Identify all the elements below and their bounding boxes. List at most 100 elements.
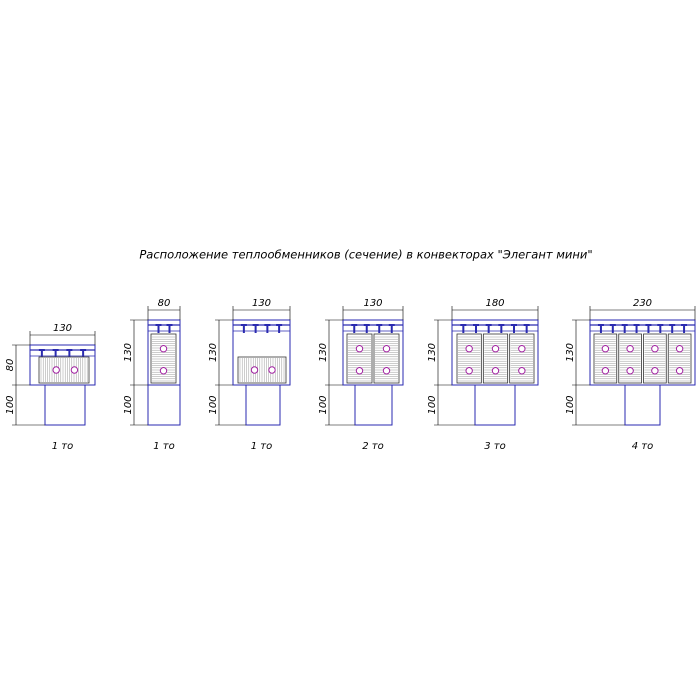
base-label: 100 <box>565 395 576 414</box>
height-label: 130 <box>208 343 219 362</box>
width-label: 80 <box>158 298 171 309</box>
base-label: 100 <box>318 395 329 414</box>
height-label: 130 <box>427 343 438 362</box>
grille-bar <box>376 324 383 333</box>
lower-box <box>44 384 86 426</box>
grille-bar <box>363 324 370 333</box>
pipe <box>651 345 659 353</box>
grille-bar <box>460 324 467 333</box>
caption: 1 то <box>153 441 174 452</box>
pipe <box>518 367 526 375</box>
pipe <box>355 367 364 375</box>
pipe <box>491 345 500 353</box>
height-label: 130 <box>123 343 134 362</box>
dimension-line <box>12 344 45 426</box>
grille-bar <box>597 324 604 333</box>
grille-bar <box>669 324 676 333</box>
heat-exchanger <box>482 333 509 384</box>
heat-exchanger <box>509 333 535 384</box>
pipe <box>626 345 634 353</box>
dimension-line <box>572 319 625 426</box>
exchanger-body <box>643 333 667 384</box>
convector-section: 130 130 100 2 то <box>318 298 404 452</box>
grille-bar <box>633 324 640 333</box>
dimension-line <box>342 306 404 320</box>
caption: 2 то <box>362 441 383 452</box>
width-label: 180 <box>485 298 504 309</box>
pipe <box>250 366 259 374</box>
pipe <box>601 367 610 375</box>
dimension-line <box>29 331 96 345</box>
grille-bar <box>166 324 173 333</box>
exchanger-body <box>593 333 618 384</box>
exchanger-body <box>618 333 642 384</box>
convector-section: 230 130 100 4 то <box>565 298 696 452</box>
dimension-line <box>215 319 246 426</box>
caption: 1 то <box>251 441 272 452</box>
pipe <box>518 345 526 353</box>
base-label: 100 <box>427 395 438 414</box>
base-label: 100 <box>5 395 16 414</box>
heat-exchanger <box>346 333 373 384</box>
grille-bar <box>351 324 358 333</box>
exchanger-body <box>482 333 509 384</box>
pipe <box>159 345 168 353</box>
grille-bar <box>523 324 530 333</box>
grille-bar <box>264 324 271 333</box>
sheet-title: Расположение теплообменников (сечение) в… <box>139 248 592 262</box>
grille-bar <box>485 324 492 333</box>
caption: 1 то <box>52 441 73 452</box>
heat-exchanger <box>150 333 177 384</box>
width-label: 230 <box>633 298 652 309</box>
convector-section: 130 80 100 1 то <box>5 323 96 452</box>
pipe <box>355 345 364 353</box>
pipe <box>465 367 473 375</box>
pipe <box>626 367 634 375</box>
heat-exchanger <box>237 356 287 384</box>
grille-bar <box>388 324 395 333</box>
exchanger-body <box>667 333 692 384</box>
lower-box <box>147 384 181 426</box>
heat-exchanger <box>593 333 618 384</box>
width-label: 130 <box>363 298 382 309</box>
grille-bar <box>609 324 616 333</box>
grille-bar <box>155 324 162 333</box>
pipe <box>268 366 276 374</box>
height-label: 130 <box>565 343 576 362</box>
lower-box <box>474 384 516 426</box>
base-label: 100 <box>208 395 219 414</box>
pipe <box>491 367 500 375</box>
dimension-line <box>232 306 291 320</box>
dimension-line <box>589 306 696 320</box>
lower-box <box>624 384 661 426</box>
heat-exchanger <box>373 333 400 384</box>
pipe <box>159 367 168 375</box>
grille-bar <box>645 324 652 333</box>
base-label: 100 <box>123 395 134 414</box>
pipe <box>675 367 684 375</box>
convector-section: 130 130 100 1 то <box>208 298 291 452</box>
exchanger-body <box>373 333 400 384</box>
heat-exchanger <box>667 333 692 384</box>
pipe <box>382 345 391 353</box>
pipe <box>52 366 60 374</box>
dimension-line <box>325 319 355 426</box>
heat-exchanger <box>456 333 482 384</box>
exchanger-body <box>150 333 177 384</box>
grille-bar <box>498 324 505 333</box>
pipe <box>382 367 391 375</box>
dimension-line <box>130 319 148 426</box>
caption: 4 то <box>632 441 653 452</box>
pipe <box>651 367 659 375</box>
convector-section: 80 130 100 1 то <box>123 298 181 452</box>
heat-exchanger <box>38 356 90 384</box>
exchanger-body <box>456 333 482 384</box>
height-label: 80 <box>5 359 16 372</box>
heat-exchanger <box>643 333 667 384</box>
lower-box <box>354 384 393 426</box>
pipe <box>675 345 684 353</box>
heat-exchanger <box>618 333 642 384</box>
grille-bar <box>511 324 517 333</box>
pipe <box>70 366 79 374</box>
